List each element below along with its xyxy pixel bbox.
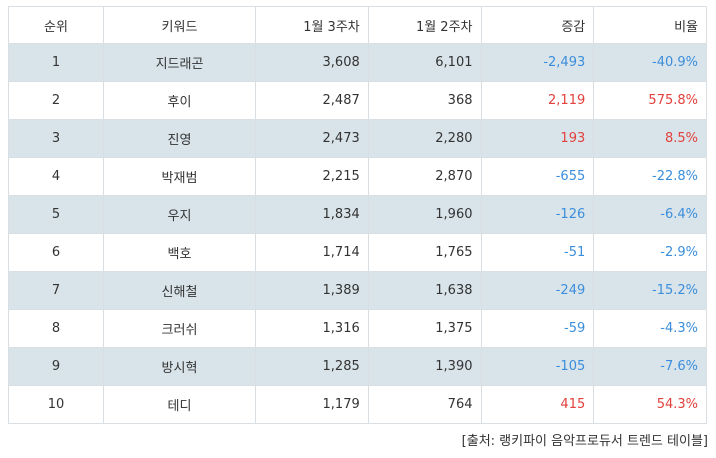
rank-cell: 5 (8, 195, 104, 234)
keyword-cell: 방시혁 (103, 347, 256, 386)
rank-cell: 8 (8, 309, 104, 348)
week3-cell: 1,285 (255, 347, 369, 386)
ratio-cell: -2.9% (593, 233, 707, 272)
week3-cell: 1,389 (255, 271, 369, 310)
table-row: 7 신해철 1,389 1,638 -249 -15.2% (8, 271, 707, 310)
rank-cell: 2 (8, 81, 104, 120)
table-row: 10 테디 1,179 764 415 54.3% (8, 385, 707, 424)
ratio-cell: -4.3% (593, 309, 707, 348)
ratio-cell: 8.5% (593, 119, 707, 158)
week3-cell: 1,714 (255, 233, 369, 272)
table-row: 5 우지 1,834 1,960 -126 -6.4% (8, 195, 707, 234)
week3-cell: 1,316 (255, 309, 369, 348)
week2-cell: 6,101 (367, 43, 482, 82)
change-cell: 193 (480, 119, 595, 158)
ratio-cell: 54.3% (593, 385, 707, 424)
table-row: 9 방시혁 1,285 1,390 -105 -7.6% (8, 347, 707, 386)
rank-cell: 7 (8, 271, 104, 310)
header-keyword: 키워드 (103, 6, 256, 44)
change-cell: -249 (480, 271, 595, 310)
week2-cell: 1,638 (367, 271, 482, 310)
table-row: 6 백호 1,714 1,765 -51 -2.9% (8, 233, 707, 272)
keyword-cell: 진영 (103, 119, 256, 158)
change-cell: 2,119 (480, 81, 595, 120)
table-row: 4 박재범 2,215 2,870 -655 -22.8% (8, 157, 707, 196)
week2-cell: 1,390 (367, 347, 482, 386)
week3-cell: 1,179 (255, 385, 369, 424)
week2-cell: 368 (367, 81, 482, 120)
table-row: 8 크러쉬 1,316 1,375 -59 -4.3% (8, 309, 707, 348)
keyword-cell: 우지 (103, 195, 256, 234)
header-week2: 1월 2주차 (367, 6, 482, 44)
week3-cell: 2,487 (255, 81, 369, 120)
header-rank: 순위 (8, 6, 104, 44)
week2-cell: 1,765 (367, 233, 482, 272)
week2-cell: 1,960 (367, 195, 482, 234)
ratio-cell: -7.6% (593, 347, 707, 386)
ratio-cell: 575.8% (593, 81, 707, 120)
keyword-cell: 크러쉬 (103, 309, 256, 348)
keyword-cell: 지드래곤 (103, 43, 256, 82)
table-row: 1 지드래곤 3,608 6,101 -2,493 -40.9% (8, 43, 707, 82)
change-cell: -105 (480, 347, 595, 386)
rank-cell: 6 (8, 233, 104, 272)
rank-cell: 4 (8, 157, 104, 196)
keyword-cell: 백호 (103, 233, 256, 272)
week2-cell: 764 (367, 385, 482, 424)
change-cell: -51 (480, 233, 595, 272)
rank-cell: 3 (8, 119, 104, 158)
ranking-table-container: 순위 키워드 1월 3주차 1월 2주차 증감 비율 1 지드래곤 3,608 6,1… (8, 6, 707, 424)
rank-cell: 1 (8, 43, 104, 82)
keyword-cell: 박재범 (103, 157, 256, 196)
keyword-cell: 신해철 (103, 271, 256, 310)
week3-cell: 3,608 (255, 43, 369, 82)
table-row: 3 진영 2,473 2,280 193 8.5% (8, 119, 707, 158)
change-cell: -126 (480, 195, 595, 234)
change-cell: 415 (480, 385, 595, 424)
header-week3: 1월 3주차 (255, 6, 369, 44)
week3-cell: 2,215 (255, 157, 369, 196)
week3-cell: 1,834 (255, 195, 369, 234)
change-cell: -59 (480, 309, 595, 348)
week2-cell: 2,280 (367, 119, 482, 158)
ratio-cell: -22.8% (593, 157, 707, 196)
change-cell: -655 (480, 157, 595, 196)
ratio-cell: -40.9% (593, 43, 707, 82)
table-body: 1 지드래곤 3,608 6,101 -2,493 -40.9% 2 후이 2,487 368 2,… (8, 43, 707, 424)
keyword-cell: 테디 (103, 385, 256, 424)
keyword-ranking-table: 순위 키워드 1월 3주차 1월 2주차 증감 비율 1 지드래곤 3,608 6,1… (8, 6, 707, 424)
ratio-cell: -6.4% (593, 195, 707, 234)
header-change: 증감 (480, 6, 595, 44)
table-row: 2 후이 2,487 368 2,119 575.8% (8, 81, 707, 120)
change-cell: -2,493 (480, 43, 595, 82)
source-caption: [출처: 랭키파이 음악프로듀서 트렌드 테이블] (461, 434, 708, 449)
week3-cell: 2,473 (255, 119, 369, 158)
table-header-row: 순위 키워드 1월 3주차 1월 2주차 증감 비율 (8, 6, 707, 44)
keyword-cell: 후이 (103, 81, 256, 120)
week2-cell: 1,375 (367, 309, 482, 348)
week2-cell: 2,870 (367, 157, 482, 196)
ratio-cell: -15.2% (593, 271, 707, 310)
rank-cell: 9 (8, 347, 104, 386)
header-ratio: 비율 (593, 6, 707, 44)
rank-cell: 10 (8, 385, 104, 424)
